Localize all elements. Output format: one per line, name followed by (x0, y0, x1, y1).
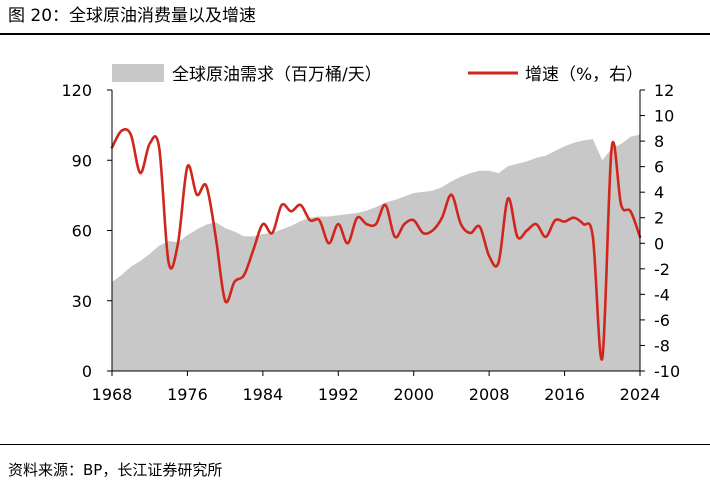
right-tick-label: 4 (654, 183, 664, 202)
legend-label-line: 增速（%，右） (525, 65, 643, 85)
growth-line-layer (110, 127, 642, 361)
growth-line (110, 127, 642, 361)
x-tick-label: 2016 (544, 385, 585, 404)
legend-swatch-area (112, 64, 164, 82)
x-tick-label: 2024 (620, 385, 661, 404)
chart: 0 30 60 90 120 -10 -8 -6 -4 -2 0 2 4 6 8 10 12 1968 1976 19… (61, 64, 680, 404)
x-tick-label: 2008 (469, 385, 510, 404)
right-tick-label: -4 (654, 285, 670, 304)
right-tick-label: 0 (654, 234, 664, 253)
left-tick-label: 30 (72, 292, 92, 311)
right-tick-label: -2 (654, 260, 670, 279)
right-tick-label: 12 (654, 81, 674, 100)
x-tick-label: 1984 (242, 385, 283, 404)
demand-area-layer (112, 134, 640, 371)
right-tick-label: -6 (654, 311, 670, 330)
right-tick-label: 10 (654, 107, 674, 126)
legend: 全球原油需求（百万桶/天） 增速（%，右） (112, 64, 643, 85)
x-tick-label: 1976 (167, 385, 208, 404)
left-tick-label: 120 (61, 81, 92, 100)
left-tick-label: 90 (72, 151, 92, 170)
figure-title: 图 20：全球原油消费量以及增速 (8, 6, 257, 26)
x-tick-label: 1992 (318, 385, 359, 404)
demand-area (112, 134, 640, 371)
left-tick-label: 60 (72, 222, 92, 241)
top-divider (0, 33, 710, 35)
x-tick-label: 2000 (393, 385, 434, 404)
legend-label-area: 全球原油需求（百万桶/天） (172, 65, 382, 85)
bottom-divider (0, 444, 710, 445)
right-tick-label: 6 (654, 158, 664, 177)
right-tick-label: -10 (654, 362, 680, 381)
right-tick-label: 8 (654, 132, 664, 151)
source-note: 资料来源：BP，长江证券研究所 (8, 461, 223, 479)
right-tick-label: 2 (654, 209, 664, 228)
left-tick-label: 0 (82, 362, 92, 381)
x-tick-label: 1968 (92, 385, 133, 404)
axes-layer: 0 30 60 90 120 -10 -8 -6 -4 -2 0 2 4 6 8 10 12 1968 1976 19… (61, 81, 680, 404)
right-tick-label: -8 (654, 336, 670, 355)
